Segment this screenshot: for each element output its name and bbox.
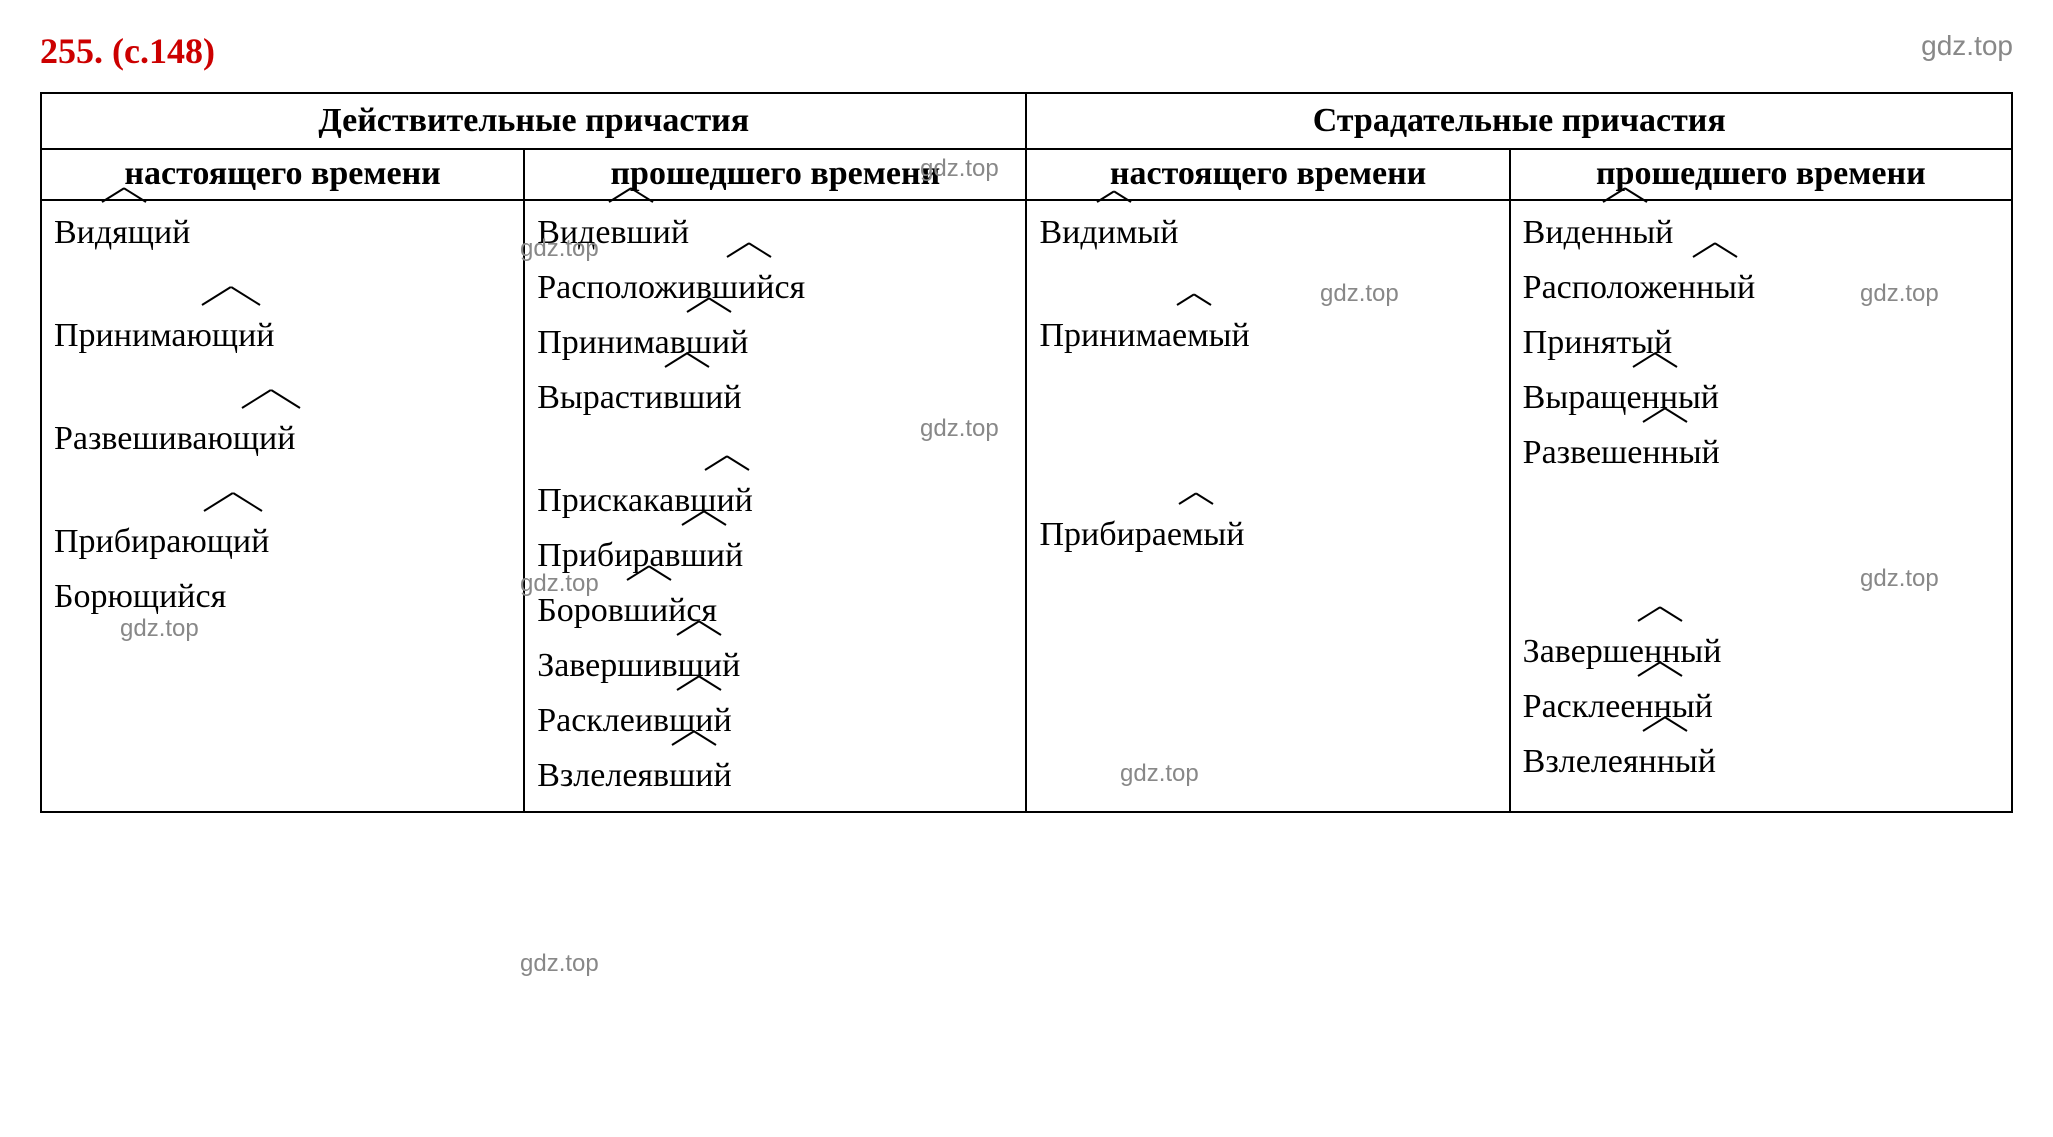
table-main-header-row: Действительные причастия Страдательные п…	[41, 93, 2012, 149]
spacer	[537, 427, 1013, 475]
word-item: Принимаемый	[1039, 310, 1496, 361]
sub-header-line1: настоящего времени	[124, 155, 440, 192]
word-text: Виденный	[1523, 207, 1674, 258]
word-item: Принятый	[1523, 317, 1999, 368]
table-sub-header-row: настоящего времени прошедшего времени на…	[41, 149, 2012, 200]
spacer	[1039, 365, 1496, 413]
word-item: Видящий	[54, 207, 511, 258]
participle-table: Действительные причастия Страдательные п…	[40, 92, 2013, 813]
word-text: Видимый	[1039, 207, 1178, 258]
word-text: Развешенный	[1523, 427, 1720, 478]
word-item: Взлелеявший	[537, 750, 1013, 801]
word-text: Принимаемый	[1039, 310, 1249, 361]
word-text: Видевший	[537, 207, 689, 258]
word-item: Принимавший	[537, 317, 1013, 368]
word-text: Завершенный	[1523, 626, 1722, 677]
word-item: Прибирающий	[54, 516, 511, 567]
word-item: Расположенный	[1523, 262, 1999, 313]
spacer	[1039, 461, 1496, 509]
passive-past-header: прошедшего времени	[1510, 149, 2012, 200]
active-present-header: настоящего времени	[41, 149, 524, 200]
word-item: Принимающий	[54, 310, 511, 361]
word-text: Принятый	[1523, 317, 1672, 368]
table-data-row: Видящий Принимающий Развешивающий Прибирающ…	[41, 200, 2012, 812]
word-item: Боровшийся	[537, 585, 1013, 636]
word-text: Взлелеянный	[1523, 736, 1716, 787]
active-past-header: прошедшего времени	[524, 149, 1026, 200]
word-text: Прибиравший	[537, 530, 743, 581]
word-item: Виденный	[1523, 207, 1999, 258]
word-text: Видящий	[54, 207, 190, 258]
word-text: Взлелеявший	[537, 750, 732, 801]
word-text: Борющийся	[54, 571, 226, 622]
word-text: Расположившийся	[537, 262, 805, 313]
word-text: Боровшийся	[537, 585, 717, 636]
word-item: Расклеенный	[1523, 681, 1999, 732]
word-text: Завершивший	[537, 640, 740, 691]
word-item: Видимый	[1039, 207, 1496, 258]
watermark-top-right: gdz.top	[1921, 30, 2013, 62]
spacer	[1523, 578, 1999, 626]
spacer	[1523, 530, 1999, 578]
passive-header: Страдательные причастия	[1026, 93, 2012, 149]
word-item: Прибираемый	[1039, 509, 1496, 560]
word-text: Развешивающий	[54, 413, 295, 464]
word-item: Видевший	[537, 207, 1013, 258]
active-header: Действительные причастия	[41, 93, 1026, 149]
passive-past-cell: ВиденныйРасположенныйПринятыйВыращенныйР…	[1510, 200, 2012, 812]
word-text: Расклеенный	[1523, 681, 1713, 732]
sub-header-line4: прошедшего времени	[1596, 155, 1926, 192]
word-item: Борющийся	[54, 571, 511, 622]
exercise-number-text: 255.	[40, 31, 103, 71]
spacer	[54, 468, 511, 516]
active-past-cell: ВидевшийРасположившийсяПринимавшийВыраст…	[524, 200, 1026, 812]
word-text: Принимающий	[54, 310, 275, 361]
sub-header-line3: настоящего времени	[1110, 155, 1426, 192]
word-item: Расположившийся	[537, 262, 1013, 313]
word-item: Прибиравший	[537, 530, 1013, 581]
spacer	[1039, 413, 1496, 461]
word-item: Завершивший	[537, 640, 1013, 691]
word-text: Выращенный	[1523, 372, 1719, 423]
passive-present-header: настоящего времени	[1026, 149, 1509, 200]
exercise-number: 255. (с.148)	[40, 31, 215, 71]
word-text: Расположенный	[1523, 262, 1756, 313]
word-text: Прибираемый	[1039, 509, 1244, 560]
word-text: Прибирающий	[54, 516, 269, 567]
word-item: Развешенный	[1523, 427, 1999, 478]
exercise-header: 255. (с.148)	[40, 30, 2013, 72]
active-present-cell: Видящий Принимающий Развешивающий Прибирающ…	[41, 200, 524, 812]
word-item: Вырастивший	[537, 372, 1013, 423]
word-text: Расклеивший	[537, 695, 732, 746]
spacer	[54, 262, 511, 310]
word-item: Развешивающий	[54, 413, 511, 464]
word-item: Завершенный	[1523, 626, 1999, 677]
word-text: Принимавший	[537, 317, 748, 368]
spacer	[1039, 262, 1496, 310]
word-item: Расклеивший	[537, 695, 1013, 746]
exercise-page-text: (с.148)	[112, 31, 215, 71]
spacer	[1523, 482, 1999, 530]
word-item: Взлелеянный	[1523, 736, 1999, 787]
spacer	[54, 365, 511, 413]
word-item: Прискакавший	[537, 475, 1013, 526]
word-text: Прискакавший	[537, 475, 753, 526]
word-text: Вырастивший	[537, 372, 741, 423]
watermark-label: gdz.top	[520, 950, 599, 978]
passive-present-cell: Видимый Принимаемый Прибираемый	[1026, 200, 1509, 812]
word-item: Выращенный	[1523, 372, 1999, 423]
sub-header-line2: прошедшего времени	[610, 155, 940, 192]
